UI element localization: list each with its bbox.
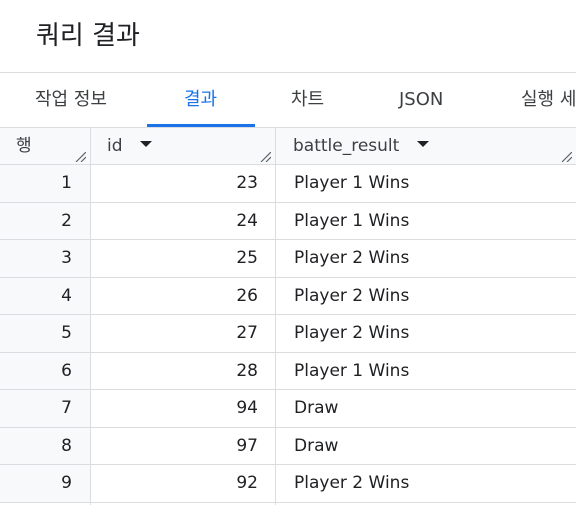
cell-battle-result[interactable]: Player 1 Wins	[294, 210, 410, 231]
column-header-label: 행	[16, 136, 32, 156]
tab-job-info[interactable]: 작업 정보	[35, 89, 107, 110]
cell-id[interactable]: 25	[236, 248, 258, 268]
column-divider	[275, 128, 276, 165]
column-resize-icon[interactable]	[74, 152, 86, 162]
row-number: 6	[61, 360, 72, 381]
table-row: 2 24 Player 1 Wins	[0, 202, 576, 240]
row-number: 4	[61, 285, 72, 306]
row-number-background	[0, 352, 90, 389]
row-number-background	[0, 390, 90, 427]
table-row: 8 97 Draw	[0, 427, 576, 465]
tab-results[interactable]: 결과	[184, 89, 218, 110]
column-divider	[90, 165, 91, 505]
row-number: 9	[61, 473, 72, 493]
row-number-background	[0, 315, 90, 352]
cell-id[interactable]: 26	[236, 285, 258, 306]
cell-battle-result[interactable]: Draw	[294, 398, 339, 418]
row-number-background	[0, 202, 90, 239]
results-tabs: 작업 정보 결과 차트 JSON 실행 세	[0, 72, 576, 128]
column-header-label: battle_result	[293, 136, 400, 156]
cell-battle-result[interactable]: Player 1 Wins	[294, 360, 410, 381]
active-tab-indicator	[147, 124, 255, 127]
cell-battle-result[interactable]: Player 1 Wins	[294, 173, 410, 193]
column-divider	[90, 128, 91, 165]
cell-battle-result[interactable]: Draw	[294, 435, 339, 456]
results-table: 행 id battle_result 1 23 Pla	[0, 128, 576, 505]
tab-chart[interactable]: 차트	[291, 89, 325, 110]
tab-execution-details[interactable]: 실행 세	[521, 89, 576, 110]
table-row: 9 92 Player 2 Wins	[0, 465, 576, 503]
page-title: 쿼리 결과	[36, 21, 140, 51]
row-number: 2	[61, 210, 72, 231]
table-body: 1 23 Player 1 Wins 2 24 Player 1 Wins 3 …	[0, 165, 576, 503]
column-header-row: 행	[16, 128, 90, 164]
table-row: 7 94 Draw	[0, 390, 576, 428]
caret-down-icon[interactable]	[139, 141, 152, 147]
table-row: 5 27 Player 2 Wins	[0, 315, 576, 353]
column-resize-icon[interactable]	[560, 152, 572, 162]
cell-battle-result[interactable]: Player 2 Wins	[294, 473, 410, 493]
table-row: 3 25 Player 2 Wins	[0, 240, 576, 278]
row-number-background	[0, 277, 90, 314]
column-header-battle-result[interactable]: battle_result	[293, 128, 563, 164]
row-number-background	[0, 427, 90, 464]
cell-id[interactable]: 27	[236, 323, 258, 343]
table-header: 행 id battle_result	[0, 128, 576, 165]
column-header-id[interactable]: id	[107, 128, 275, 164]
table-row: 4 26 Player 2 Wins	[0, 277, 576, 315]
cell-id[interactable]: 28	[236, 360, 258, 381]
row-number: 1	[61, 173, 72, 193]
table-row: 6 28 Player 1 Wins	[0, 352, 576, 390]
tab-json[interactable]: JSON	[399, 89, 444, 110]
cell-id[interactable]: 97	[236, 435, 258, 456]
column-divider	[275, 165, 276, 505]
row-number-background	[0, 165, 90, 202]
cell-battle-result[interactable]: Player 2 Wins	[294, 323, 410, 343]
cell-id[interactable]: 94	[236, 398, 258, 418]
column-resize-icon[interactable]	[259, 152, 271, 162]
row-number: 5	[61, 323, 72, 343]
row-number: 3	[61, 248, 72, 268]
cell-id[interactable]: 23	[236, 173, 258, 193]
row-number: 8	[61, 435, 72, 456]
cell-id[interactable]: 92	[236, 473, 258, 493]
cell-battle-result[interactable]: Player 2 Wins	[294, 248, 410, 268]
row-number-background	[0, 240, 90, 277]
column-header-label: id	[107, 136, 123, 156]
row-number-background	[0, 465, 90, 502]
cell-id[interactable]: 24	[236, 210, 258, 231]
cell-battle-result[interactable]: Player 2 Wins	[294, 285, 410, 306]
row-number: 7	[61, 398, 72, 418]
table-row: 1 23 Player 1 Wins	[0, 165, 576, 203]
caret-down-icon[interactable]	[416, 141, 429, 147]
